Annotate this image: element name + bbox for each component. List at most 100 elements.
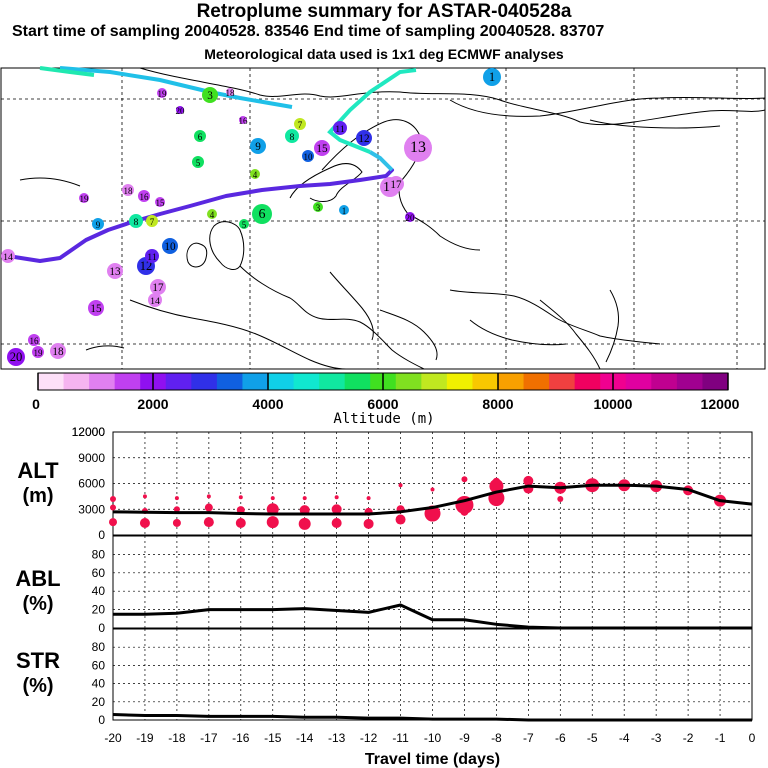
colorbar-tick-label: 0 bbox=[32, 396, 40, 412]
cluster-altitude-dot bbox=[173, 506, 180, 513]
cluster-altitude-dot bbox=[139, 517, 150, 528]
panel-title: STR bbox=[16, 648, 60, 673]
cluster-circle bbox=[150, 279, 166, 295]
cluster-circle bbox=[7, 348, 25, 366]
colorbar-cell bbox=[574, 373, 601, 390]
trajectory-line-upper bbox=[368, 150, 394, 172]
cluster-altitude-dot bbox=[492, 477, 501, 486]
cluster-label: 10 bbox=[164, 241, 176, 253]
x-axis-label: Travel time (days) bbox=[365, 751, 500, 768]
cluster-circle bbox=[146, 215, 158, 227]
cluster-circle bbox=[92, 218, 104, 230]
trajectory-line-edge bbox=[39, 66, 95, 77]
colorbar-cell bbox=[676, 373, 703, 390]
cluster-label: 9 bbox=[255, 141, 261, 153]
x-tick-label: -4 bbox=[619, 731, 630, 745]
cluster-altitude-dot bbox=[331, 504, 342, 515]
cluster-altitude-dot bbox=[203, 517, 214, 528]
cluster-label: 17 bbox=[390, 179, 402, 191]
colorbar-cell bbox=[421, 373, 448, 390]
cluster-label: 20 bbox=[176, 106, 186, 116]
colorbar-tick-label: 4000 bbox=[252, 396, 283, 412]
cluster-circle bbox=[252, 204, 272, 224]
panel-unit-label: (m) bbox=[22, 485, 53, 507]
meteorological-note: Meteorological data used is 1x1 deg ECMW… bbox=[204, 46, 564, 62]
sampling-times: Start time of sampling 20040528. 83546 E… bbox=[12, 23, 605, 40]
colorbar-cell bbox=[446, 373, 473, 390]
cluster-label: 15 bbox=[90, 303, 102, 315]
cluster-label: 13 bbox=[109, 266, 121, 278]
cluster-altitude-dot bbox=[174, 496, 179, 501]
x-tick-label: -15 bbox=[264, 731, 282, 745]
cluster-circle bbox=[157, 88, 167, 98]
x-tick-label: -5 bbox=[587, 731, 598, 745]
colorbar-cell bbox=[38, 373, 65, 390]
cluster-circle bbox=[239, 116, 247, 124]
cluster-altitude-dot bbox=[110, 495, 116, 502]
cluster-altitude-dot bbox=[270, 496, 275, 501]
cluster-label: 18 bbox=[124, 186, 134, 196]
x-tick-label: -16 bbox=[232, 731, 250, 745]
cluster-circle bbox=[79, 193, 89, 203]
x-tick-label: -9 bbox=[459, 731, 470, 745]
cluster-altitude-dot bbox=[142, 494, 147, 499]
colorbar-cell bbox=[319, 373, 346, 390]
cluster-label: 13 bbox=[410, 139, 426, 156]
cluster-label: 16 bbox=[30, 336, 40, 346]
y-tick-label: 60 bbox=[92, 658, 106, 672]
colorbar-tick-labels: 0 2000 4000 6000 8000 10000 12000 bbox=[32, 373, 740, 412]
cluster-label: 20 bbox=[10, 350, 23, 364]
cluster-altitude-dot bbox=[430, 487, 435, 492]
trajectory-line-early bbox=[59, 66, 293, 109]
x-tick-label: -17 bbox=[200, 731, 218, 745]
colorbar-tick-label: 8000 bbox=[482, 396, 513, 412]
cluster-circle bbox=[145, 249, 159, 263]
cluster-circle bbox=[314, 140, 330, 156]
panel-abl: 0 20 40 60 80 ABL(%) bbox=[15, 535, 753, 635]
panel-unit-label: (%) bbox=[22, 593, 53, 615]
cluster-altitude-dot bbox=[395, 514, 406, 525]
cluster-label: 15 bbox=[156, 198, 166, 208]
panel-title: ALT bbox=[17, 458, 59, 483]
colorbar-cell bbox=[523, 373, 550, 390]
cluster-altitude-dot bbox=[363, 518, 374, 529]
cluster-circle bbox=[388, 176, 404, 192]
y-tick-label: 0 bbox=[98, 621, 105, 635]
cluster-circle bbox=[250, 169, 260, 179]
colorbar-axis-label: Altitude (m) bbox=[333, 411, 434, 427]
colorbar-tick-label: 10000 bbox=[594, 396, 633, 412]
cluster-circle bbox=[356, 130, 372, 146]
series-line bbox=[113, 603, 752, 630]
colorbar-cells bbox=[38, 373, 729, 390]
colorbar-tick-label: 12000 bbox=[701, 396, 740, 412]
figure-title: Retroplume summary for ASTAR-040528a bbox=[196, 1, 572, 22]
cluster-label: 16 bbox=[239, 116, 249, 126]
colorbar-cell bbox=[268, 373, 295, 390]
colorbar-cell bbox=[165, 373, 192, 390]
y-tick-label: 40 bbox=[92, 677, 106, 691]
cluster-circle bbox=[122, 184, 134, 196]
x-tick-label: -14 bbox=[296, 731, 314, 745]
cluster-circle bbox=[148, 293, 162, 307]
colorbar-cell bbox=[114, 373, 141, 390]
cluster-label: 18 bbox=[226, 88, 236, 98]
cluster-label: 14 bbox=[3, 252, 13, 263]
y-tick-label: 60 bbox=[92, 566, 106, 580]
cluster-label: 10 bbox=[304, 152, 314, 162]
cluster-label: 5 bbox=[196, 158, 201, 168]
cluster-circle bbox=[129, 214, 143, 228]
cluster-altitude-dot bbox=[366, 496, 371, 501]
cluster-circle bbox=[294, 118, 306, 130]
x-tick-label: -3 bbox=[651, 731, 662, 745]
cluster-circle bbox=[226, 88, 234, 96]
x-tick-label: 0 bbox=[749, 731, 756, 745]
cluster-label: 1 bbox=[489, 70, 495, 84]
y-tick-label: 12000 bbox=[72, 425, 106, 439]
x-tick-label: -13 bbox=[328, 731, 346, 745]
cluster-circle bbox=[176, 106, 184, 114]
cluster-altitude-dot bbox=[460, 507, 469, 516]
cluster-label: 4 bbox=[210, 210, 215, 220]
colorbar-cell bbox=[395, 373, 422, 390]
